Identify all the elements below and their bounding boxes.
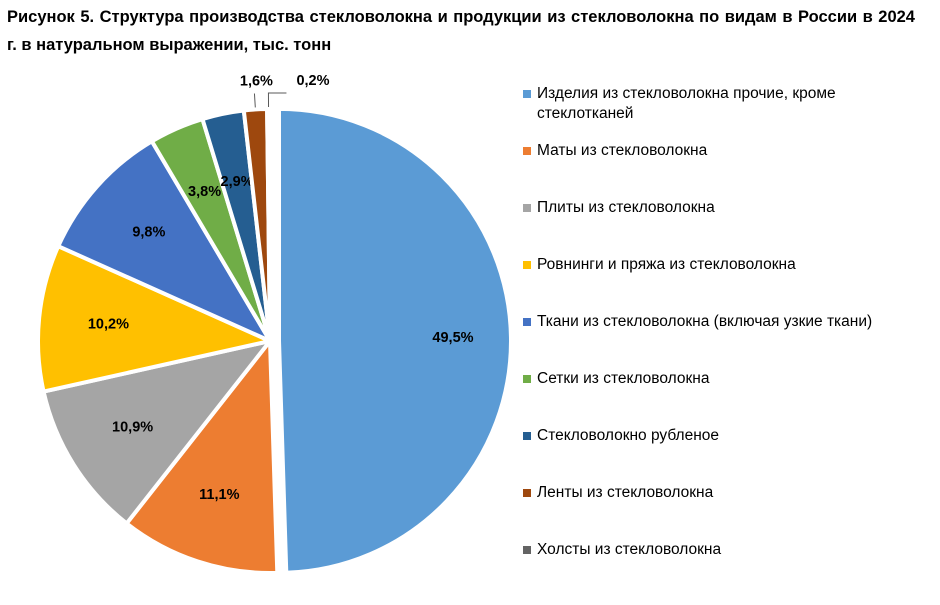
legend-swatch	[523, 432, 531, 440]
legend-swatch	[523, 204, 531, 212]
legend-item-4: Ровнинги и пряжа из стекловолокна	[523, 255, 923, 275]
slice-label-4: 10,2%	[88, 317, 129, 333]
legend-label: Холсты из стекловолокна	[537, 541, 722, 558]
legend-swatch	[523, 375, 531, 383]
pie-slice-9	[265, 106, 272, 343]
legend-swatch	[523, 546, 531, 554]
legend-item-3: Плиты из стекловолокна	[523, 198, 923, 218]
slice-label-8: 1,6%	[240, 73, 273, 89]
slice-label-9: 0,2%	[296, 73, 329, 89]
slice-label-2: 11,1%	[199, 487, 239, 503]
legend-item-5: Ткани из стекловолокна (включая узкие тк…	[523, 312, 923, 332]
slice-label-6: 3,8%	[188, 184, 221, 200]
pie-slice-3	[41, 339, 272, 526]
legend-label: Плиты из стекловолокна	[537, 199, 715, 216]
slice-label-7: 2,9%	[221, 174, 254, 190]
legend-item-7: Стекловолокно рубленое	[523, 426, 923, 446]
legend-item-8: Ленты из стекловолокна	[523, 483, 923, 503]
pie-slice-1	[276, 106, 513, 575]
legend-label: Маты из стекловолокна	[537, 142, 708, 159]
chart-title: Рисунок 5. Структура производства стекло…	[7, 8, 915, 54]
slice-label-3: 10,9%	[112, 419, 153, 435]
pie-slice-2	[124, 339, 280, 575]
legend-item-1: Изделия из стекловолокна прочие, кроме с…	[523, 84, 923, 124]
legend-label: Сетки из стекловолокна	[537, 370, 710, 387]
slice-label-5: 9,8%	[132, 225, 165, 241]
slice-label-1: 49,5%	[432, 330, 473, 346]
legend-swatch	[523, 147, 531, 155]
legend-item-2: Маты из стекловолокна	[523, 141, 923, 161]
legend-label: Ленты из стекловолокна	[537, 484, 714, 501]
legend-label: Ткани из стекловолокна (включая узкие тк…	[537, 313, 873, 330]
legend-item-9: Холсты из стекловолокна	[523, 540, 923, 560]
legend-item-6: Сетки из стекловолокна	[523, 369, 923, 389]
legend-swatch	[523, 489, 531, 497]
leader-line-9	[267, 92, 287, 108]
legend-swatch	[523, 318, 531, 326]
legend-label: Изделия из стекловолокна прочие, кроме с…	[537, 85, 836, 122]
pie-slice-4	[36, 244, 272, 394]
legend-swatch	[523, 90, 531, 98]
legend-label: Стекловолокно рубленое	[537, 427, 719, 444]
leader-line-8	[253, 93, 256, 108]
legend-swatch	[523, 261, 531, 269]
legend-label: Ровнинги и пряжа из стекловолокна	[537, 256, 796, 273]
pie-slice-5	[56, 139, 272, 343]
